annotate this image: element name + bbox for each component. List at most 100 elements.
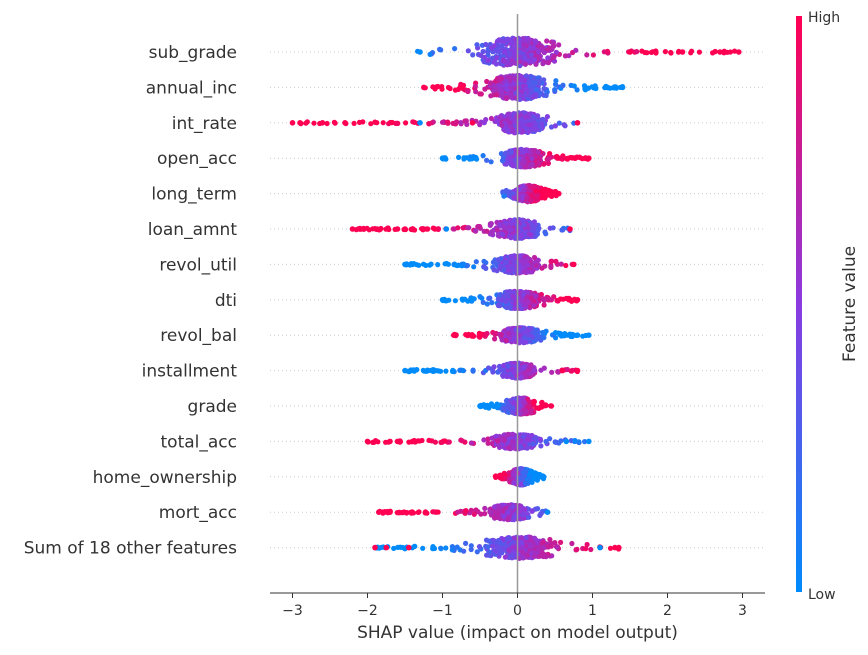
outlier-point xyxy=(549,403,555,409)
data-point xyxy=(532,57,537,62)
data-point xyxy=(521,399,526,404)
data-point xyxy=(461,262,466,267)
outlier-point xyxy=(425,368,431,374)
data-point xyxy=(545,55,550,60)
data-point xyxy=(509,58,514,63)
data-point xyxy=(489,116,494,121)
feature-label: int_rate xyxy=(172,114,237,134)
outlier-point xyxy=(395,439,401,445)
data-point xyxy=(373,120,378,125)
data-point xyxy=(455,225,460,230)
data-point xyxy=(569,334,574,339)
outlier-point xyxy=(627,49,633,55)
data-point xyxy=(510,128,515,133)
data-point xyxy=(552,54,557,59)
outlier-point xyxy=(365,439,371,445)
data-point xyxy=(451,226,456,231)
feature-rows: sub_gradeannual_incint_rateopen_acclong_… xyxy=(24,36,765,561)
data-point xyxy=(526,300,531,305)
data-point xyxy=(412,120,417,125)
data-point xyxy=(498,115,503,120)
data-point xyxy=(528,295,533,300)
outlier-point xyxy=(387,439,393,445)
data-point xyxy=(542,298,547,303)
data-point xyxy=(505,74,510,79)
data-point xyxy=(505,363,510,368)
feature-label: revol_bal xyxy=(160,326,237,346)
data-point xyxy=(511,195,516,200)
feature-row: loan_amnt xyxy=(148,217,765,241)
data-point xyxy=(531,127,536,132)
data-point xyxy=(509,86,514,91)
data-point xyxy=(508,156,513,161)
data-point xyxy=(486,296,491,301)
data-point xyxy=(502,406,507,411)
data-point xyxy=(484,229,489,234)
data-point xyxy=(556,331,561,336)
data-point xyxy=(544,93,549,98)
data-point xyxy=(519,297,524,302)
data-point xyxy=(454,263,459,268)
data-point xyxy=(563,53,568,58)
data-point xyxy=(541,335,546,340)
data-point xyxy=(529,89,534,94)
data-point xyxy=(521,364,526,369)
data-point xyxy=(477,294,482,299)
data-point xyxy=(477,122,482,127)
feature-row: home_ownership xyxy=(93,466,765,488)
data-point xyxy=(523,119,528,124)
data-point xyxy=(570,155,575,160)
data-point xyxy=(494,434,499,439)
data-point xyxy=(501,224,506,229)
outlier-point xyxy=(736,49,742,55)
outlier-point xyxy=(342,120,348,126)
data-point xyxy=(489,300,494,305)
data-point xyxy=(332,120,337,125)
data-point xyxy=(533,293,538,298)
data-point xyxy=(499,332,504,337)
data-point xyxy=(403,120,408,125)
data-point xyxy=(527,269,532,274)
feature-label: grade xyxy=(188,397,237,417)
data-point xyxy=(534,405,539,410)
data-point xyxy=(394,121,399,126)
data-point xyxy=(492,43,497,48)
data-point xyxy=(560,157,565,162)
data-point xyxy=(452,46,457,51)
data-point xyxy=(531,185,536,190)
feature-row: sub_grade xyxy=(149,36,765,69)
data-point xyxy=(557,121,562,126)
outlier-point xyxy=(440,297,446,303)
data-point xyxy=(520,150,525,155)
data-point xyxy=(460,438,465,443)
data-point xyxy=(563,123,568,128)
data-point xyxy=(443,369,448,374)
data-point xyxy=(710,50,715,55)
data-point xyxy=(497,37,502,42)
data-point xyxy=(463,332,468,337)
data-point xyxy=(504,374,509,379)
data-point xyxy=(492,364,497,369)
data-point xyxy=(639,49,644,54)
data-point xyxy=(466,48,471,53)
data-point xyxy=(435,262,440,267)
data-point xyxy=(489,436,494,441)
data-point xyxy=(453,121,458,126)
data-point xyxy=(563,263,568,268)
feature-label: long_term xyxy=(151,185,237,205)
data-point xyxy=(542,230,547,235)
data-point xyxy=(516,39,521,44)
feature-row: long_term xyxy=(151,183,765,205)
data-point xyxy=(427,263,432,268)
data-point xyxy=(558,438,563,443)
outlier-point xyxy=(451,332,457,338)
data-point xyxy=(510,432,515,437)
feature-label: loan_amnt xyxy=(148,220,238,240)
data-point xyxy=(524,73,529,78)
feature-label: revol_util xyxy=(159,255,237,275)
data-point xyxy=(528,410,533,415)
outlier-point xyxy=(425,226,431,232)
data-point xyxy=(511,163,516,168)
outlier-point xyxy=(470,120,476,126)
